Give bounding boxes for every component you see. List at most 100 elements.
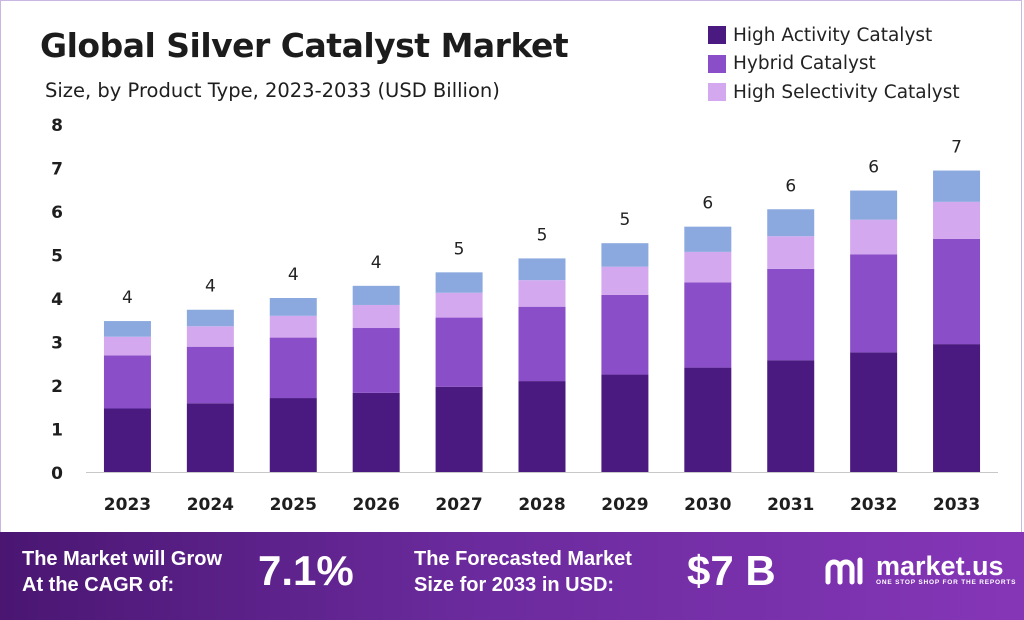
data-label: 5 <box>454 239 465 259</box>
bar-segment <box>518 381 566 472</box>
bar-segment <box>103 355 151 409</box>
y-tick-label: 2 <box>51 377 63 397</box>
bar-segment <box>684 226 732 252</box>
data-label: 5 <box>537 225 548 245</box>
bar-segment <box>601 266 649 295</box>
bar-segment <box>352 392 400 472</box>
bar-segment <box>933 170 981 202</box>
forecast-text-line2: Size for 2033 in USD: <box>414 574 615 596</box>
y-tick-label: 4 <box>51 290 63 310</box>
bar-segment <box>269 315 317 338</box>
y-tick-label: 5 <box>51 247 63 267</box>
bar-segment <box>518 280 566 307</box>
legend-item-high-activity: High Activity Catalyst <box>708 21 1008 50</box>
x-tick-label: 2027 <box>435 495 482 515</box>
bar-segment <box>684 251 732 283</box>
data-label: 6 <box>868 158 879 178</box>
logo-tagline: ONE STOP SHOP FOR THE REPORTS <box>876 578 1017 586</box>
bar-segment <box>933 201 981 239</box>
bar-segment <box>601 374 649 472</box>
bar-segment <box>435 272 483 293</box>
data-label: 4 <box>205 277 216 297</box>
legend-swatch <box>708 54 726 73</box>
forecast-text-line1: The Forecasted Market <box>414 548 632 570</box>
bar-segment <box>850 219 898 255</box>
forecast-value: $7 B <box>687 547 776 594</box>
bar-segment <box>850 190 898 220</box>
bar-segment <box>518 306 566 382</box>
y-tick-label: 8 <box>51 116 63 136</box>
bar-segment <box>186 309 234 327</box>
legend-swatch <box>708 26 726 45</box>
x-tick-label: 2032 <box>850 495 897 515</box>
stacked-bar-chart: 0 1 2 3 4 5 6 7 8 4 2023 4 2024 4 2025 4 2026 5 2027 5 2028 5… <box>51 116 998 515</box>
bar-segment <box>435 317 483 387</box>
bar-segment <box>186 326 234 347</box>
bar-segment <box>767 360 815 472</box>
data-label: 5 <box>619 210 630 230</box>
bar-segment <box>684 367 732 472</box>
cagr-text-line1: The Market will Grow <box>22 548 223 570</box>
legend-swatch <box>708 83 726 102</box>
bar-segment <box>518 258 566 281</box>
x-tick-label: 2023 <box>104 495 151 515</box>
x-tick-label: 2033 <box>933 495 980 515</box>
y-tick-label: 3 <box>51 334 63 354</box>
x-tick-label: 2028 <box>518 495 565 515</box>
bar-segment <box>850 254 898 353</box>
legend-label: High Activity Catalyst <box>733 24 933 46</box>
bar-segment <box>684 282 732 368</box>
bar-segment <box>933 344 981 472</box>
y-tick-label: 6 <box>51 203 63 223</box>
forecast-text: The Forecasted Market Size for 2033 in U… <box>414 546 632 598</box>
bar-segment <box>186 403 234 472</box>
data-label: 7 <box>951 138 962 158</box>
data-label: 4 <box>288 265 299 285</box>
bar-segment <box>850 352 898 472</box>
bar-segment <box>601 294 649 375</box>
bar-segment <box>933 238 981 345</box>
chart-title: Global Silver Catalyst Market <box>40 26 569 65</box>
y-tick-label: 1 <box>51 421 63 441</box>
legend-label: Hybrid Catalyst <box>733 53 876 75</box>
bar-segment <box>352 304 400 329</box>
x-tick-label: 2024 <box>187 495 234 515</box>
data-label: 6 <box>702 194 713 214</box>
legend-label: High Selectivity Catalyst <box>733 81 960 103</box>
legend: High Activity Catalyst Hybrid Catalyst H… <box>708 21 1008 107</box>
bar-segment <box>767 209 815 237</box>
bar-segment <box>767 268 815 361</box>
bar-segment <box>601 243 649 267</box>
bar-segment <box>435 292 483 318</box>
data-label: 4 <box>122 288 133 308</box>
legend-item-hybrid: Hybrid Catalyst <box>708 50 1008 79</box>
data-label: 6 <box>785 176 796 196</box>
bar-segment <box>269 298 317 316</box>
x-tick-label: 2029 <box>601 495 648 515</box>
x-tick-label: 2030 <box>684 495 731 515</box>
bar-segment <box>435 386 483 472</box>
legend-item-high-selectivity: High Selectivity Catalyst <box>708 78 1008 107</box>
chart-subtitle: Size, by Product Type, 2023-2033 (USD Bi… <box>45 79 500 102</box>
bar-segment <box>186 346 234 404</box>
y-tick-label: 0 <box>51 464 63 484</box>
logo-name: market.us <box>876 550 1004 581</box>
bar-segment <box>352 285 400 305</box>
bar-segment <box>103 336 151 356</box>
summary-banner: The Market will Grow At the CAGR of: 7.1… <box>0 532 1024 620</box>
cagr-text-line2: At the CAGR of: <box>22 574 175 596</box>
bar-segment <box>269 398 317 472</box>
x-tick-label: 2026 <box>353 495 400 515</box>
x-tick-label: 2025 <box>270 495 317 515</box>
bar-segment <box>767 236 815 269</box>
cagr-value: 7.1% <box>258 547 354 594</box>
bar-segment <box>103 408 151 472</box>
bar-segment <box>352 328 400 393</box>
data-label: 4 <box>371 253 382 273</box>
y-tick-label: 7 <box>51 160 63 180</box>
cagr-text: The Market will Grow At the CAGR of: <box>22 546 222 598</box>
logo-mark-icon <box>825 557 863 585</box>
x-tick-label: 2031 <box>767 495 814 515</box>
bar-segment <box>103 321 151 337</box>
bar-segment <box>269 337 317 399</box>
